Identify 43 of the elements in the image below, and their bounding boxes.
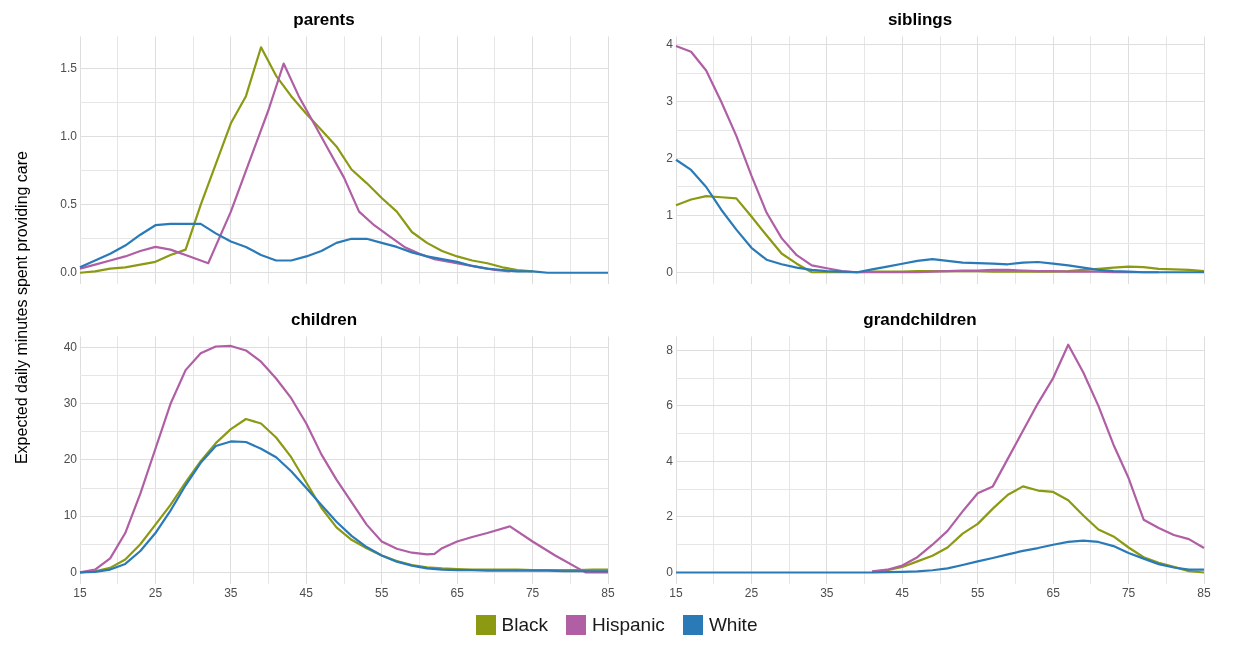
x-tick-label: 45 (299, 586, 314, 601)
y-tick-label: 0 (666, 564, 674, 579)
y-tick-label: 30 (63, 396, 78, 411)
x-tick-label: 85 (1197, 586, 1211, 601)
y-tick-label: 4 (666, 37, 674, 52)
x-tick-label: 75 (1121, 586, 1136, 601)
legend-label: White (708, 614, 758, 636)
y-tick-label: 4 (666, 453, 674, 468)
chart-title: children (290, 309, 358, 329)
y-tick-label: 1.5 (60, 61, 78, 76)
x-tick-label: 65 (450, 586, 465, 601)
y-tick-label: 0.5 (60, 197, 78, 212)
y-axis-title: Expected daily minutes spent providing care (13, 151, 31, 465)
y-tick-label: 8 (666, 342, 674, 357)
x-tick-label: 45 (895, 586, 910, 601)
x-tick-label: 85 (601, 586, 615, 601)
x-tick-label: 25 (148, 586, 163, 601)
x-tick-label: 75 (525, 586, 540, 601)
y-tick-label: 0 (666, 264, 674, 279)
x-tick-label: 55 (375, 586, 389, 601)
y-tick-label: 6 (666, 398, 674, 413)
y-tick-label: 20 (63, 452, 78, 467)
x-tick-label: 35 (820, 586, 834, 601)
y-tick-label: 10 (63, 508, 78, 523)
x-tick-label: 15 (669, 586, 683, 601)
x-tick-label: 55 (971, 586, 985, 601)
chart-title: siblings (887, 9, 953, 29)
legend-label: Hispanic (592, 614, 665, 636)
y-tick-label: 0 (70, 564, 78, 579)
y-tick-label: 40 (63, 339, 78, 354)
legend-label: Black (501, 614, 548, 636)
x-tick-label: 65 (1046, 586, 1061, 601)
y-tick-label: 1.0 (60, 129, 78, 144)
x-tick-label: 15 (73, 586, 87, 601)
chart-title: parents (293, 9, 355, 29)
y-tick-label: 2 (666, 509, 674, 524)
y-tick-label: 0.0 (60, 265, 78, 280)
y-tick-label: 3 (666, 94, 674, 109)
x-tick-label: 25 (744, 586, 759, 601)
y-tick-label: 2 (666, 150, 674, 165)
y-tick-label: 1 (666, 207, 674, 222)
chart-title: grandchildren (863, 309, 977, 329)
x-tick-label: 35 (224, 586, 238, 601)
